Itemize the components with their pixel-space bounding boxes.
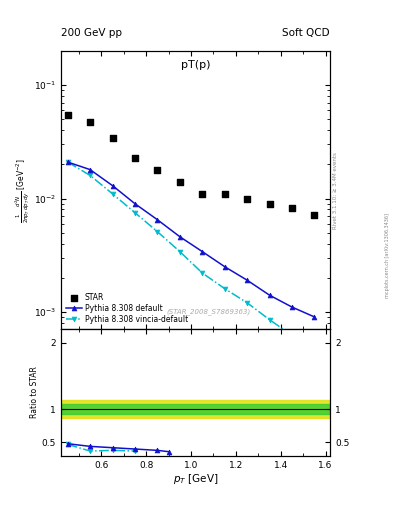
Pythia 8.308 default — [200, 248, 205, 254]
Pythia 8.308 vincia-default — [88, 173, 92, 179]
Pythia 8.308 vincia-default — [200, 270, 205, 276]
STAR — [87, 118, 93, 126]
Pythia 8.308 default — [245, 277, 250, 283]
Pythia 8.308 default — [222, 264, 227, 270]
Text: (STAR_2008_S7869363): (STAR_2008_S7869363) — [167, 309, 251, 315]
Pythia 8.308 default — [178, 233, 182, 240]
Y-axis label: $\frac{1}{2\pi p_T} \frac{d^2N}{dp_T\, dy}$ [GeV$^{-2}$]: $\frac{1}{2\pi p_T} \frac{d^2N}{dp_T\, d… — [13, 158, 31, 223]
Pythia 8.308 vincia-default — [155, 228, 160, 234]
Y-axis label: Ratio to STAR: Ratio to STAR — [30, 367, 39, 418]
Legend: STAR, Pythia 8.308 default, Pythia 8.308 vincia-default: STAR, Pythia 8.308 default, Pythia 8.308… — [65, 292, 189, 326]
Pythia 8.308 default — [267, 292, 272, 298]
STAR — [199, 190, 206, 198]
STAR — [266, 200, 273, 208]
Pythia 8.308 vincia-default — [312, 351, 317, 357]
Pythia 8.308 vincia-default — [290, 332, 294, 338]
Line: Pythia 8.308 vincia-default: Pythia 8.308 vincia-default — [65, 160, 317, 357]
X-axis label: $p_T$ [GeV]: $p_T$ [GeV] — [173, 472, 218, 486]
Text: pT(p): pT(p) — [181, 59, 210, 70]
Text: mcplots.cern.ch [arXiv:1306.3436]: mcplots.cern.ch [arXiv:1306.3436] — [385, 214, 389, 298]
STAR — [244, 195, 250, 203]
Pythia 8.308 vincia-default — [65, 159, 70, 165]
Text: 200 GeV pp: 200 GeV pp — [61, 28, 122, 38]
Pythia 8.308 default — [132, 201, 137, 207]
Pythia 8.308 default — [110, 183, 115, 189]
Bar — [61, 400, 330, 418]
Pythia 8.308 vincia-default — [178, 248, 182, 254]
Pythia 8.308 vincia-default — [110, 191, 115, 197]
STAR — [222, 190, 228, 198]
STAR — [311, 210, 318, 219]
Pythia 8.308 vincia-default — [245, 300, 250, 306]
STAR — [289, 204, 295, 212]
Text: Soft QCD: Soft QCD — [283, 28, 330, 38]
STAR — [109, 134, 116, 142]
Pythia 8.308 vincia-default — [267, 316, 272, 323]
Pythia 8.308 default — [155, 217, 160, 223]
Bar — [61, 404, 330, 414]
Pythia 8.308 default — [65, 159, 70, 165]
Line: Pythia 8.308 default: Pythia 8.308 default — [65, 160, 317, 319]
Y-axis label: Rivet 3.1.10; ≥ 3.4M events: Rivet 3.1.10; ≥ 3.4M events — [333, 152, 338, 229]
Pythia 8.308 default — [88, 166, 92, 173]
STAR — [132, 154, 138, 162]
Pythia 8.308 default — [290, 304, 294, 310]
STAR — [177, 178, 183, 186]
Pythia 8.308 vincia-default — [132, 209, 137, 216]
STAR — [64, 111, 71, 119]
Pythia 8.308 vincia-default — [222, 286, 227, 292]
Pythia 8.308 default — [312, 314, 317, 320]
STAR — [154, 165, 160, 174]
